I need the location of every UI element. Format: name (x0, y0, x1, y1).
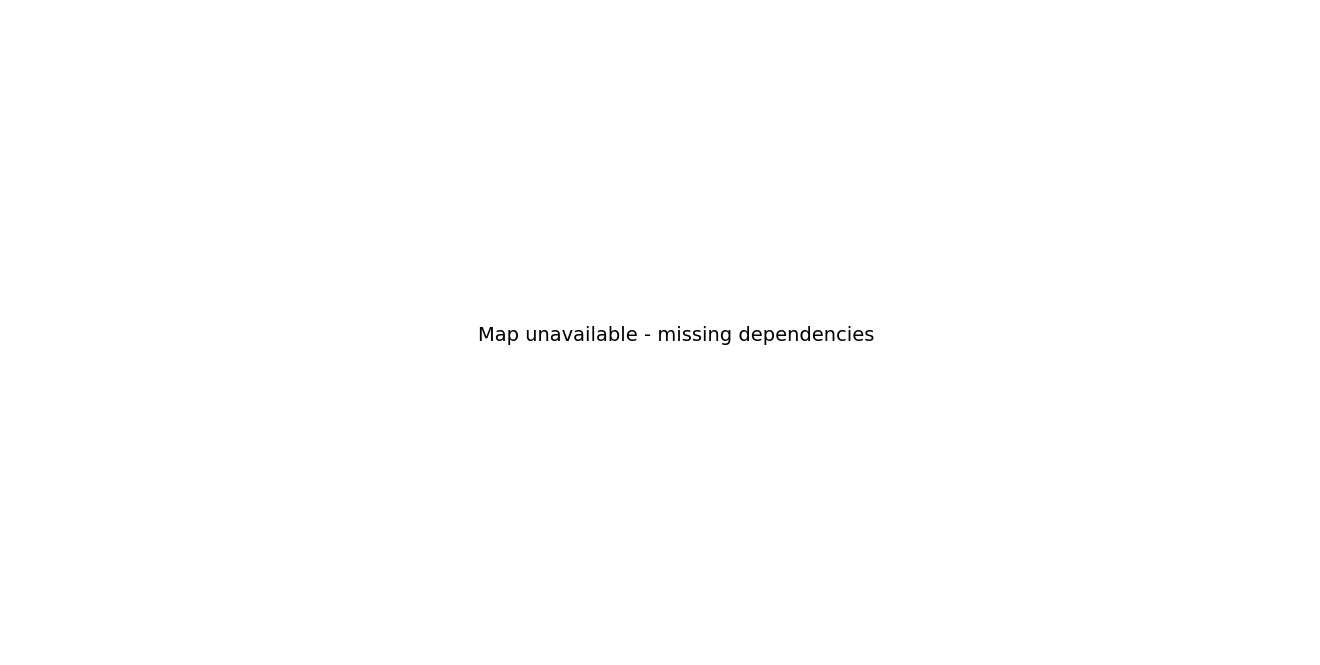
Text: Map unavailable - missing dependencies: Map unavailable - missing dependencies (478, 327, 875, 345)
